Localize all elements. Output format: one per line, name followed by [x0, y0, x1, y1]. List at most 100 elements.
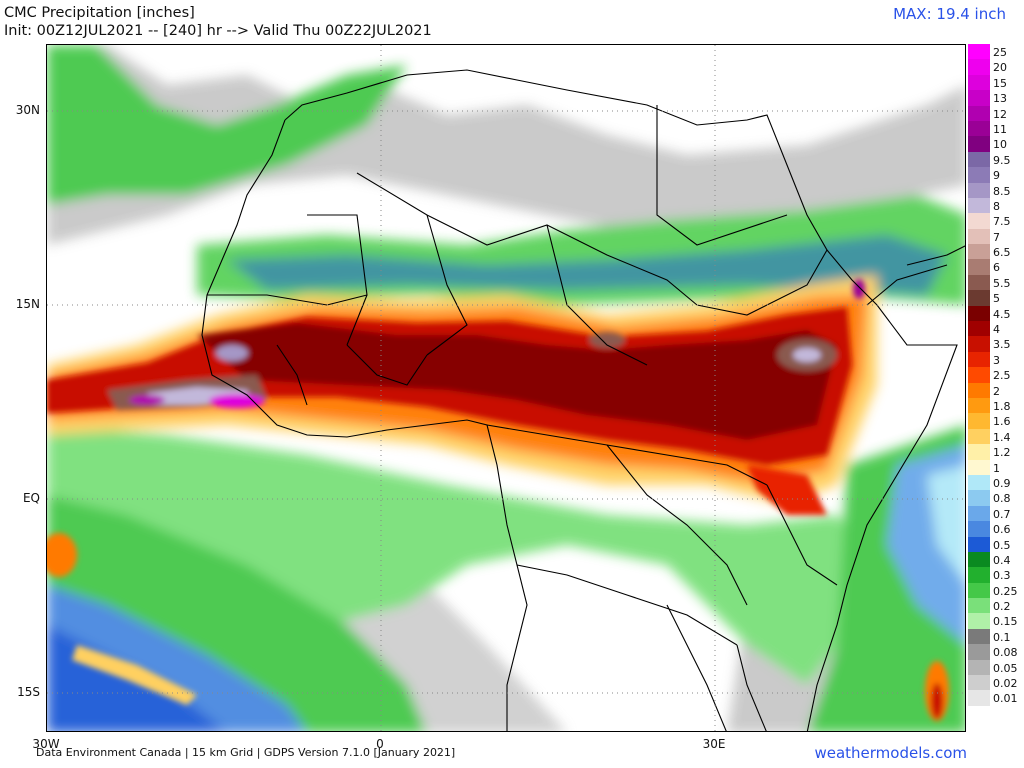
- site-link[interactable]: weathermodels.com: [814, 744, 967, 762]
- legend-label: 9: [993, 170, 1000, 181]
- legend-label: 0.15: [993, 616, 1018, 627]
- legend-row: 4: [968, 321, 1024, 336]
- legend-label: 0.7: [993, 509, 1011, 520]
- legend-row: 0.1: [968, 629, 1024, 644]
- legend-row: 5: [968, 290, 1024, 305]
- legend-row: 13: [968, 90, 1024, 105]
- legend-row: 8: [968, 198, 1024, 213]
- legend-label: 3.5: [993, 339, 1011, 350]
- legend-label: 2.5: [993, 370, 1011, 381]
- legend-row: 7.5: [968, 213, 1024, 228]
- legend-swatch: [968, 59, 990, 74]
- legend-label: 10: [993, 139, 1007, 150]
- legend-swatch: [968, 244, 990, 259]
- legend-row: 25: [968, 44, 1024, 59]
- legend-label: 0.05: [993, 663, 1018, 674]
- legend-swatch: [968, 537, 990, 552]
- legend-label: 6: [993, 262, 1000, 273]
- legend-swatch: [968, 121, 990, 136]
- legend-swatch: [968, 460, 990, 475]
- legend-row: 0.3: [968, 567, 1024, 582]
- legend-swatch: [968, 229, 990, 244]
- legend-swatch: [968, 552, 990, 567]
- legend-label: 7.5: [993, 216, 1011, 227]
- map-subtitle: Init: 00Z12JUL2021 -- [240] hr --> Valid…: [4, 22, 432, 40]
- legend-swatch: [968, 660, 990, 675]
- legend-label: 1: [993, 463, 1000, 474]
- legend-label: 1.6: [993, 416, 1011, 427]
- legend-swatch: [968, 644, 990, 659]
- legend-swatch: [968, 90, 990, 105]
- legend-label: 20: [993, 62, 1007, 73]
- legend-label: 0.02: [993, 678, 1018, 689]
- legend-swatch: [968, 321, 990, 336]
- legend-row: 0.5: [968, 537, 1024, 552]
- legend-label: 1.4: [993, 432, 1011, 443]
- legend-label: 5: [993, 293, 1000, 304]
- legend-label: 0.1: [993, 632, 1011, 643]
- legend-swatch: [968, 475, 990, 490]
- legend-row: 3.5: [968, 336, 1024, 351]
- legend-label: 1.8: [993, 401, 1011, 412]
- legend-row: 4.5: [968, 306, 1024, 321]
- legend-swatch: [968, 690, 990, 705]
- legend-swatch: [968, 198, 990, 213]
- legend-swatch: [968, 152, 990, 167]
- legend-label: 0.3: [993, 570, 1011, 581]
- legend-label: 1.2: [993, 447, 1011, 458]
- legend-swatch: [968, 506, 990, 521]
- legend-row: 0.02: [968, 675, 1024, 690]
- legend-row: 1.2: [968, 444, 1024, 459]
- lat-label-15s: 15S: [17, 685, 40, 699]
- legend-row: 5.5: [968, 275, 1024, 290]
- legend-row: 0.08: [968, 644, 1024, 659]
- lat-label-15n: 15N: [16, 297, 40, 311]
- legend-row: 0.4: [968, 552, 1024, 567]
- legend-swatch: [968, 398, 990, 413]
- legend-row: 1: [968, 460, 1024, 475]
- legend-swatch: [968, 167, 990, 182]
- legend-label: 0.01: [993, 693, 1018, 704]
- legend-label: 8.5: [993, 186, 1011, 197]
- legend-label: 0.9: [993, 478, 1011, 489]
- legend-swatch: [968, 413, 990, 428]
- legend-row: 3: [968, 352, 1024, 367]
- legend-row: 0.15: [968, 613, 1024, 628]
- precipitation-map[interactable]: [46, 44, 966, 732]
- legend-label: 4.5: [993, 309, 1011, 320]
- legend-label: 9.5: [993, 155, 1011, 166]
- legend-label: 4: [993, 324, 1000, 335]
- legend-swatch: [968, 259, 990, 274]
- legend-row: 0.6: [968, 521, 1024, 536]
- legend-label: 8: [993, 201, 1000, 212]
- legend-swatch: [968, 383, 990, 398]
- legend-swatch: [968, 275, 990, 290]
- legend-swatch: [968, 106, 990, 121]
- legend-label: 15: [993, 78, 1007, 89]
- legend-label: 0.08: [993, 647, 1018, 658]
- legend-swatch: [968, 336, 990, 351]
- legend-row: 15: [968, 75, 1024, 90]
- legend-row: 6.5: [968, 244, 1024, 259]
- legend-label: 11: [993, 124, 1007, 135]
- legend-row: 0.8: [968, 490, 1024, 505]
- legend-swatch: [968, 490, 990, 505]
- legend-label: 7: [993, 232, 1000, 243]
- legend-label: 12: [993, 109, 1007, 120]
- legend-swatch: [968, 367, 990, 382]
- legend-label: 6.5: [993, 247, 1011, 258]
- legend-row: 2: [968, 383, 1024, 398]
- legend-label: 5.5: [993, 278, 1011, 289]
- legend-swatch: [968, 598, 990, 613]
- legend-row: 1.4: [968, 429, 1024, 444]
- legend-label: 0.4: [993, 555, 1011, 566]
- legend-swatch: [968, 613, 990, 628]
- legend-swatch: [968, 583, 990, 598]
- map-canvas: [47, 45, 966, 732]
- legend-swatch: [968, 429, 990, 444]
- legend-swatch: [968, 75, 990, 90]
- legend-row: 0.05: [968, 660, 1024, 675]
- legend-label: 0.8: [993, 493, 1011, 504]
- legend-row: 0.25: [968, 583, 1024, 598]
- legend-row: 12: [968, 106, 1024, 121]
